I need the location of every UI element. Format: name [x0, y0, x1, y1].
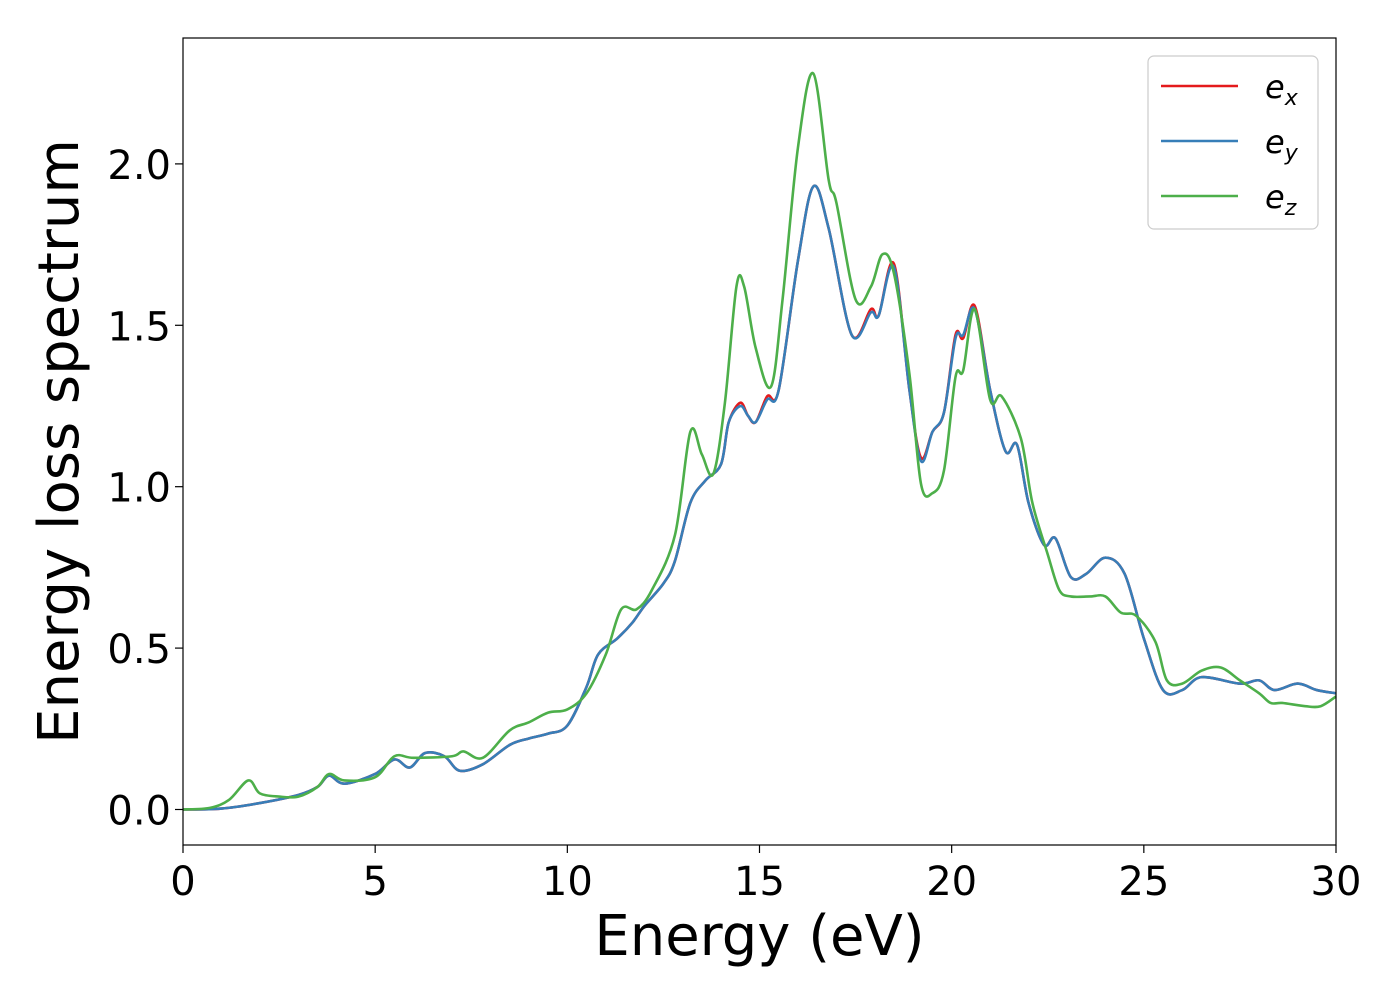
- y-tick-label: 0.0: [107, 788, 171, 834]
- x-axis: 0 5 10 15 20 25 30: [170, 845, 1361, 905]
- x-tick-label: 15: [734, 859, 785, 905]
- legend-label-x: ex: [1265, 68, 1299, 111]
- x-tick-label: 10: [542, 859, 593, 905]
- y-axis: 0.0 0.5 1.0 1.5 2.0: [107, 143, 183, 834]
- series-layer: [182, 71, 1337, 811]
- y-axis-title: Energy loss spectrum: [27, 139, 92, 744]
- x-tick-label: 25: [1118, 859, 1169, 905]
- legend-label-y: ey: [1265, 123, 1299, 166]
- series-line-z: [182, 71, 1337, 811]
- y-tick-label: 2.0: [107, 143, 171, 189]
- x-tick-label: 20: [926, 859, 977, 905]
- legend-box: [1147, 55, 1319, 230]
- y-tick-label: 1.5: [107, 304, 171, 350]
- y-tick-label: 1.0: [107, 466, 171, 512]
- x-axis-title: Energy (eV): [594, 904, 924, 969]
- series-line-y: [182, 184, 1337, 811]
- x-tick-label: 0: [170, 859, 195, 905]
- x-tick-label: 30: [1311, 859, 1362, 905]
- x-tick-label: 5: [362, 859, 387, 905]
- y-tick-label: 0.5: [107, 627, 171, 673]
